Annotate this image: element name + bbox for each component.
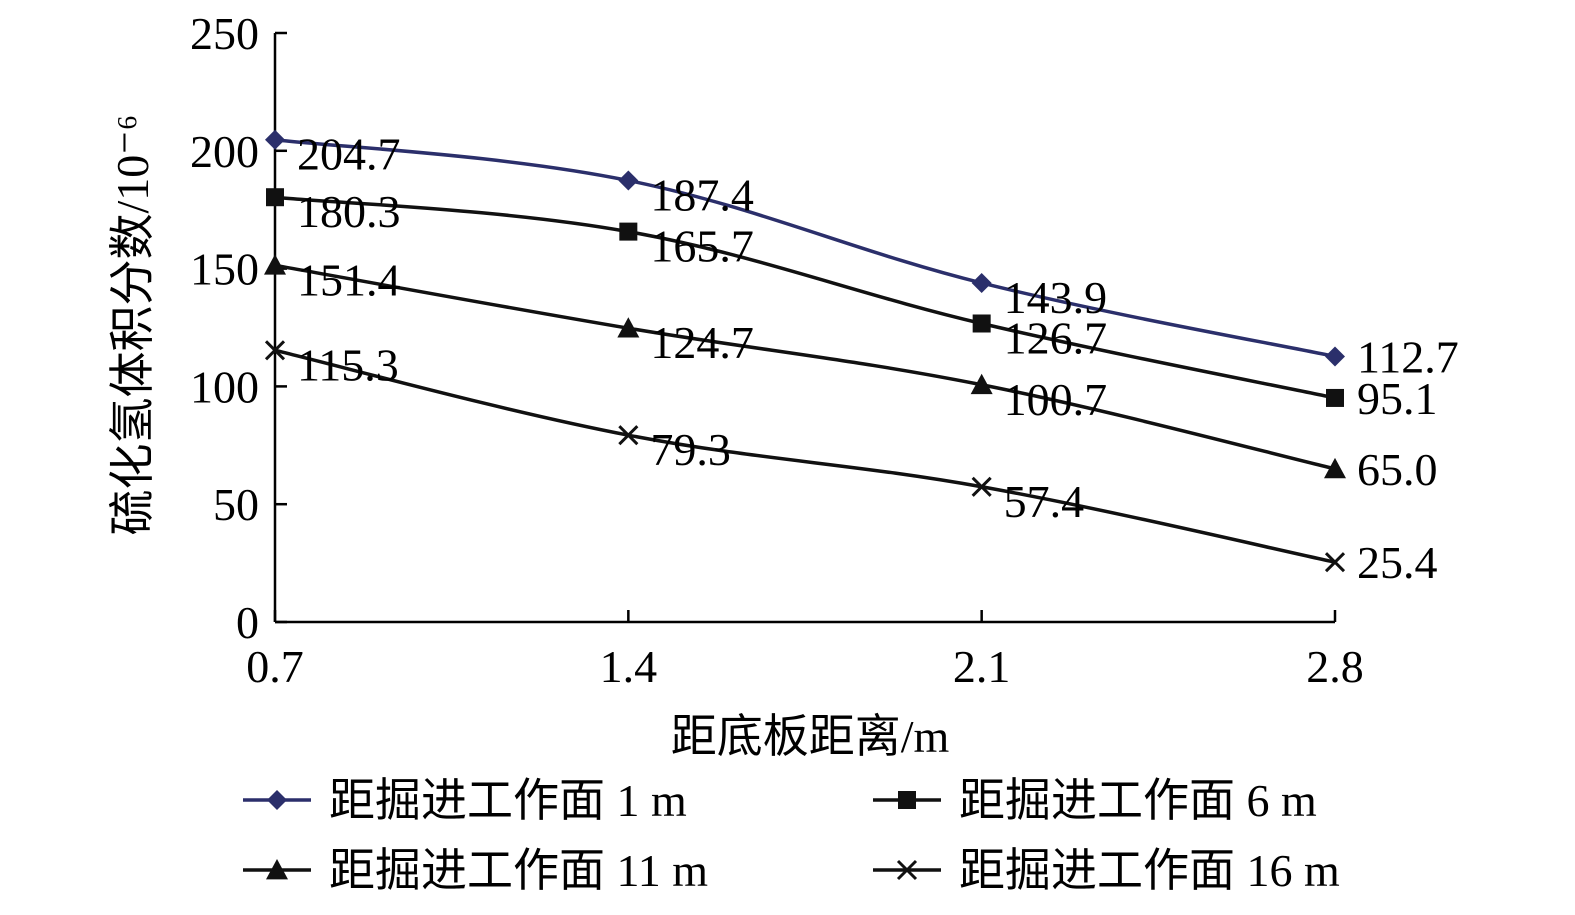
axes	[273, 33, 1335, 624]
data-point	[1324, 552, 1346, 573]
series-line	[274, 195, 1336, 400]
data-label: 151.4	[297, 254, 401, 305]
data-label: 126.7	[1004, 312, 1108, 363]
data-point	[264, 340, 286, 361]
data-label: 115.3	[297, 339, 399, 390]
series-group	[264, 129, 1346, 573]
data-label: 79.3	[650, 424, 731, 475]
legend-label: 距掘进工作面 11 m	[329, 845, 708, 896]
series-line	[274, 348, 1336, 564]
data-label: 204.7	[297, 129, 401, 180]
data-point	[971, 272, 992, 293]
legend-label: 距掘进工作面 1 m	[329, 775, 687, 826]
legend-marker	[267, 790, 287, 810]
data-label: 124.7	[650, 317, 754, 368]
x-tick-label: 2.8	[1306, 641, 1364, 692]
x-axis-title: 距底板距离/m	[671, 711, 950, 762]
series-line	[274, 263, 1336, 471]
data-labels: 204.7 187.4 143.9 112.7 180.3 165.7 126.7 95.1 1…	[297, 129, 1459, 588]
y-ticks: 0 50 100 150 200 250	[190, 8, 287, 648]
x-tick-label: 0.7	[246, 641, 304, 692]
legend-item: 距掘进工作面 6 m	[873, 775, 1317, 826]
data-point	[1326, 388, 1344, 407]
legend: 距掘进工作面 1 m 距掘进工作面 6 m 距掘进工作面 11 m 距掘进工作面 16…	[243, 775, 1340, 896]
y-tick-label: 50	[213, 479, 259, 530]
data-point	[266, 188, 284, 207]
data-label: 57.4	[1004, 476, 1085, 527]
data-point	[1325, 346, 1345, 367]
y-tick-label: 150	[190, 244, 259, 295]
data-label: 65.0	[1357, 444, 1438, 495]
data-point	[970, 373, 993, 395]
data-label: 25.4	[1357, 537, 1438, 588]
legend-item: 距掘进工作面 11 m	[243, 845, 708, 896]
data-point	[1324, 457, 1346, 479]
data-point	[617, 317, 640, 338]
legend-marker	[266, 859, 288, 880]
data-label: 180.3	[297, 186, 401, 237]
legend-marker	[896, 859, 918, 881]
data-label: 95.1	[1357, 373, 1438, 424]
y-tick-label: 200	[190, 126, 259, 177]
y-tick-label: 250	[190, 8, 259, 59]
y-tick-label: 100	[190, 361, 259, 412]
y-tick-label: 0	[236, 597, 259, 648]
data-label: 165.7	[650, 221, 754, 272]
data-label: 100.7	[1004, 374, 1108, 425]
data-point	[265, 129, 285, 150]
data-point	[972, 314, 991, 333]
data-point	[264, 254, 286, 275]
data-point	[618, 425, 639, 446]
legend-marker	[898, 791, 916, 809]
legend-label: 距掘进工作面 16 m	[959, 845, 1340, 896]
x-tick-label: 2.1	[953, 641, 1011, 692]
data-label: 112.7	[1357, 331, 1459, 382]
data-label: 143.9	[1004, 272, 1108, 323]
data-label: 187.4	[650, 169, 754, 220]
y-axis-title: 硫化氢体积分数/10⁻⁶	[107, 114, 158, 535]
data-point	[971, 476, 992, 497]
legend-label: 距掘进工作面 6 m	[959, 775, 1317, 826]
data-point	[619, 222, 638, 241]
data-point	[618, 170, 639, 191]
x-ticks: 0.7 1.4 2.1 2.8	[246, 610, 1364, 692]
series-line	[274, 137, 1336, 359]
legend-item: 距掘进工作面 1 m	[243, 775, 687, 826]
x-tick-label: 1.4	[600, 641, 658, 692]
legend-item: 距掘进工作面 16 m	[873, 845, 1340, 896]
